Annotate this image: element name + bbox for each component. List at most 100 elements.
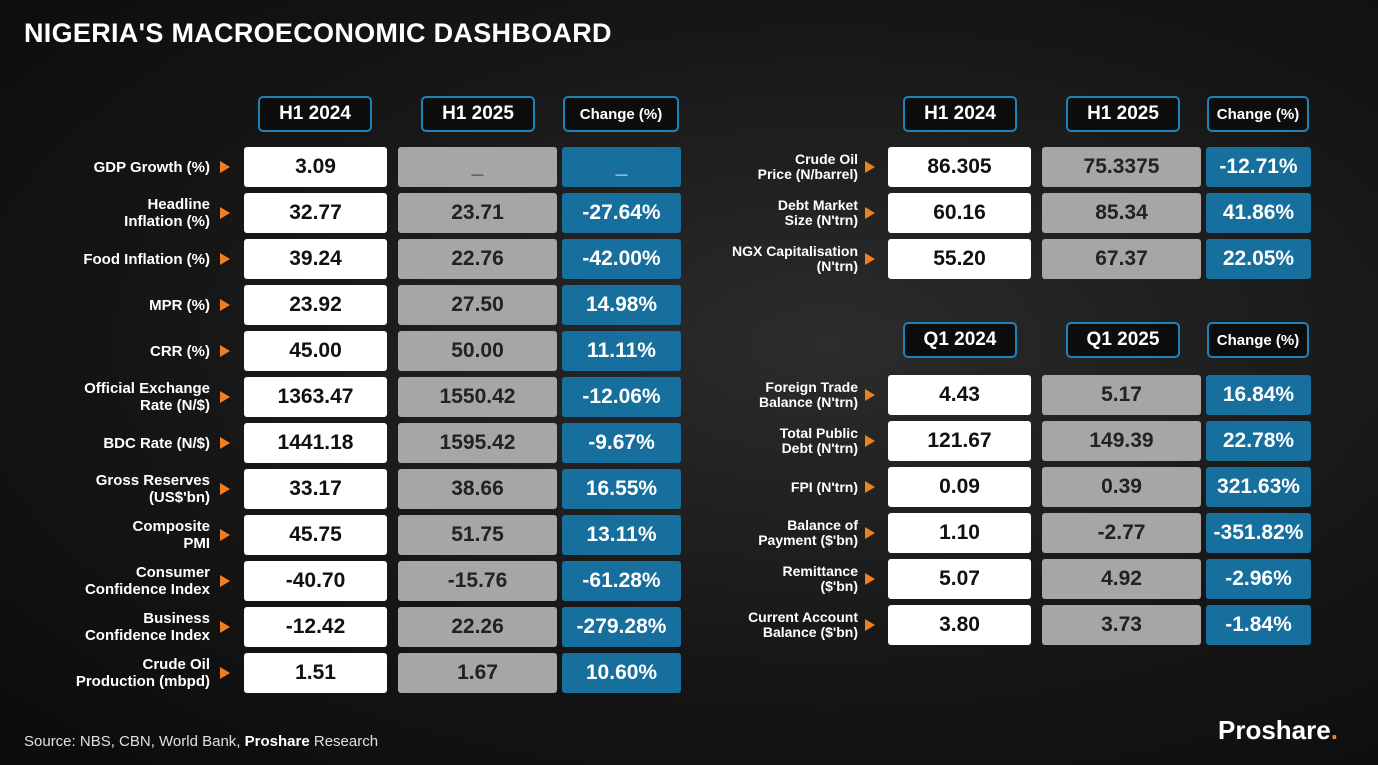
value-current-foreign-trade-balance-n-trn: 5.17 [1042, 375, 1201, 415]
value-change-official-exchange-rate-n: -12.06% [562, 377, 681, 417]
value-previous-fpi-n-trn: 0.09 [888, 467, 1031, 507]
left-header-h1-2024: H1 2024 [258, 96, 372, 132]
value-change-consumer-confidence-index: -61.28% [562, 561, 681, 601]
value-current-ngx-capitalisation-n-trn: 67.37 [1042, 239, 1201, 279]
value-previous-remittance-bn: 5.07 [888, 559, 1031, 599]
left-header-h1-2025: H1 2025 [421, 96, 535, 132]
row-label-headline-inflation: Headline Inflation (%) [124, 196, 210, 230]
arrow-right-icon [865, 161, 875, 173]
value-change-crr: 11.11% [562, 331, 681, 371]
value-current-crude-oil-price-n-barrel: 75.3375 [1042, 147, 1201, 187]
arrow-right-icon [865, 619, 875, 631]
arrow-right-icon [865, 389, 875, 401]
value-previous-foreign-trade-balance-n-trn: 4.43 [888, 375, 1031, 415]
value-previous-gross-reserves-us-bn: 33.17 [244, 469, 387, 509]
page-title: NIGERIA'S MACROECONOMIC DASHBOARD [24, 18, 612, 48]
row-label-foreign-trade-balance-n-trn: Foreign Trade Balance (N'trn) [758, 379, 858, 410]
logo-dot: . [1330, 715, 1338, 745]
arrow-right-icon [865, 481, 875, 493]
value-current-bdc-rate-n: 1595.42 [398, 423, 557, 463]
arrow-right-icon [220, 391, 230, 403]
row-label-total-public-debt-n-trn: Total Public Debt (N'trn) [779, 425, 858, 456]
value-current-current-account-balance-bn: 3.73 [1042, 605, 1201, 645]
value-previous-headline-inflation: 32.77 [244, 193, 387, 233]
source-footer: Source: NBS, CBN, World Bank, Proshare R… [24, 733, 378, 750]
value-change-food-inflation: -42.00% [562, 239, 681, 279]
row-label-bdc-rate-n: BDC Rate (N/$) [103, 434, 210, 452]
value-change-headline-inflation: -27.64% [562, 193, 681, 233]
value-current-consumer-confidence-index: -15.76 [398, 561, 557, 601]
row-label-official-exchange-rate-n: Official Exchange Rate (N/$) [84, 380, 210, 414]
value-current-crude-oil-production-mbpd: 1.67 [398, 653, 557, 693]
row-label-gross-reserves-us-bn: Gross Reserves (US$'bn) [95, 472, 210, 506]
value-change-total-public-debt-n-trn: 22.78% [1206, 421, 1311, 461]
value-change-bdc-rate-n: -9.67% [562, 423, 681, 463]
value-previous-consumer-confidence-index: -40.70 [244, 561, 387, 601]
row-label-crr: CRR (%) [150, 342, 210, 360]
value-change-foreign-trade-balance-n-trn: 16.84% [1206, 375, 1311, 415]
arrow-right-icon [220, 207, 230, 219]
footer-brand: Proshare [244, 733, 310, 750]
value-current-crr: 50.00 [398, 331, 557, 371]
row-label-gdp-growth: GDP Growth (%) [93, 158, 210, 176]
row-label-debt-market-size-n-trn: Debt Market Size (N'trn) [777, 197, 858, 228]
value-current-gross-reserves-us-bn: 38.66 [398, 469, 557, 509]
row-label-composite-pmi: Composite PMI [132, 518, 210, 552]
value-previous-crude-oil-price-n-barrel: 86.305 [888, 147, 1031, 187]
proshare-logo: Proshare. [1218, 715, 1338, 746]
value-change-balance-of-payment-bn: -351.82% [1206, 513, 1311, 553]
arrow-right-icon [220, 299, 230, 311]
left-header-change: Change (%) [563, 96, 679, 132]
value-change-debt-market-size-n-trn: 41.86% [1206, 193, 1311, 233]
value-current-mpr: 27.50 [398, 285, 557, 325]
right-top-header-change: Change (%) [1207, 96, 1309, 132]
value-previous-total-public-debt-n-trn: 121.67 [888, 421, 1031, 461]
value-change-mpr: 14.98% [562, 285, 681, 325]
row-label-remittance-bn: Remittance ($'bn) [782, 563, 858, 594]
value-current-fpi-n-trn: 0.39 [1042, 467, 1201, 507]
value-change-remittance-bn: -2.96% [1206, 559, 1311, 599]
arrow-right-icon [220, 161, 230, 173]
value-current-composite-pmi: 51.75 [398, 515, 557, 555]
arrow-right-icon [220, 529, 230, 541]
value-current-debt-market-size-n-trn: 85.34 [1042, 193, 1201, 233]
row-label-balance-of-payment-bn: Balance of Payment ($'bn) [758, 517, 858, 548]
value-change-ngx-capitalisation-n-trn: 22.05% [1206, 239, 1311, 279]
arrow-right-icon [220, 253, 230, 265]
arrow-right-icon [865, 435, 875, 447]
value-change-business-confidence-index: -279.28% [562, 607, 681, 647]
value-current-food-inflation: 22.76 [398, 239, 557, 279]
right-bottom-header-q1-2024: Q1 2024 [903, 322, 1017, 358]
right-bottom-header-q1-2025: Q1 2025 [1066, 322, 1180, 358]
value-previous-crude-oil-production-mbpd: 1.51 [244, 653, 387, 693]
value-previous-food-inflation: 39.24 [244, 239, 387, 279]
row-label-current-account-balance-bn: Current Account Balance ($'bn) [748, 609, 858, 640]
footer-prefix: Source: NBS, CBN, World Bank, [24, 733, 245, 750]
row-label-ngx-capitalisation-n-trn: NGX Capitalisation (N'trn) [731, 243, 858, 274]
row-label-consumer-confidence-index: Consumer Confidence Index [84, 564, 210, 598]
footer-suffix: Research [309, 733, 379, 750]
value-previous-business-confidence-index: -12.42 [244, 607, 387, 647]
value-current-balance-of-payment-bn: -2.77 [1042, 513, 1201, 553]
arrow-right-icon [220, 621, 230, 633]
value-previous-composite-pmi: 45.75 [244, 515, 387, 555]
arrow-right-icon [865, 527, 875, 539]
value-previous-ngx-capitalisation-n-trn: 55.20 [888, 239, 1031, 279]
arrow-right-icon [220, 667, 230, 679]
arrow-right-icon [220, 575, 230, 587]
arrow-right-icon [220, 345, 230, 357]
row-label-crude-oil-price-n-barrel: Crude Oil Price (N/barrel) [757, 151, 858, 182]
row-label-food-inflation: Food Inflation (%) [83, 250, 210, 268]
value-change-gdp-growth: _ [562, 147, 681, 187]
row-label-fpi-n-trn: FPI (N'trn) [790, 478, 858, 495]
value-change-fpi-n-trn: 321.63% [1206, 467, 1311, 507]
arrow-right-icon [865, 253, 875, 265]
value-previous-debt-market-size-n-trn: 60.16 [888, 193, 1031, 233]
value-previous-balance-of-payment-bn: 1.10 [888, 513, 1031, 553]
value-previous-mpr: 23.92 [244, 285, 387, 325]
value-previous-crr: 45.00 [244, 331, 387, 371]
arrow-right-icon [865, 573, 875, 585]
arrow-right-icon [220, 483, 230, 495]
right-top-header-h1-2025: H1 2025 [1066, 96, 1180, 132]
value-previous-gdp-growth: 3.09 [244, 147, 387, 187]
